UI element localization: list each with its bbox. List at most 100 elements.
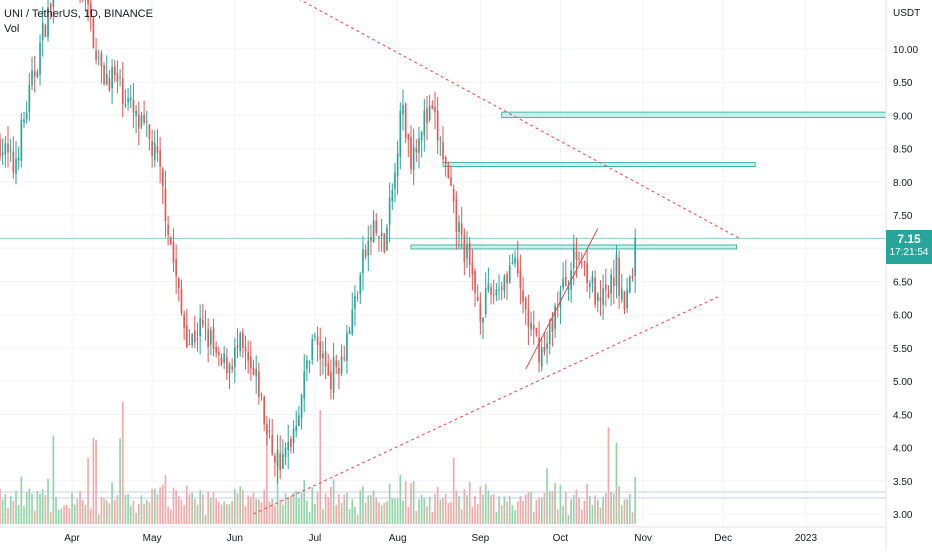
volume-bar bbox=[567, 515, 570, 524]
volume-bar bbox=[562, 505, 564, 524]
dashed-trendline[interactable] bbox=[253, 296, 719, 515]
volume-bar bbox=[148, 502, 151, 524]
dashed-trendline[interactable] bbox=[256, 0, 740, 239]
volume-bar bbox=[260, 502, 263, 524]
candle-body bbox=[300, 394, 303, 418]
volume-bar bbox=[420, 494, 423, 524]
candle-body bbox=[610, 274, 612, 294]
candle-body bbox=[28, 84, 31, 112]
volume-bar bbox=[63, 505, 65, 524]
volume-bar bbox=[564, 491, 567, 524]
candle-body bbox=[404, 103, 407, 138]
candle-body bbox=[444, 157, 447, 165]
volume-bar bbox=[314, 503, 316, 524]
x-tick-label: Jul bbox=[309, 533, 322, 544]
x-tick-label: Aug bbox=[389, 533, 407, 544]
volume-bar bbox=[554, 483, 556, 524]
volume-bar bbox=[276, 449, 279, 524]
candle-body bbox=[519, 270, 522, 289]
price-zone[interactable] bbox=[442, 162, 756, 167]
volume-bar bbox=[442, 497, 444, 524]
candle-body bbox=[378, 236, 380, 238]
candle-body bbox=[177, 278, 180, 288]
volume-bar bbox=[127, 494, 129, 524]
candle-body bbox=[540, 347, 543, 367]
volume-bar bbox=[484, 484, 487, 524]
volume-bar bbox=[343, 494, 346, 524]
candle-body bbox=[396, 153, 399, 177]
candle-body bbox=[36, 71, 39, 77]
candle-body bbox=[466, 245, 468, 259]
candle-body bbox=[308, 361, 311, 364]
volume-bar bbox=[511, 505, 514, 524]
candle-body bbox=[124, 104, 127, 107]
candle-body bbox=[148, 124, 151, 140]
volume-bar bbox=[279, 499, 282, 524]
volume-bar bbox=[330, 486, 332, 524]
volume-bar bbox=[455, 490, 458, 524]
volume-bar bbox=[522, 500, 524, 524]
volume-bar bbox=[12, 500, 15, 524]
volume-bar bbox=[335, 504, 338, 524]
candle-body bbox=[92, 17, 95, 49]
candle-body bbox=[354, 295, 356, 309]
candle-body bbox=[468, 242, 471, 265]
candle-body bbox=[343, 358, 346, 360]
volume-bar bbox=[362, 486, 364, 524]
volume-bar bbox=[290, 495, 292, 524]
volume-bar bbox=[156, 493, 159, 524]
volume-bar bbox=[607, 427, 610, 524]
candle-body bbox=[572, 247, 575, 269]
price-zone[interactable] bbox=[501, 111, 887, 118]
candle-body bbox=[143, 114, 145, 123]
volume-bar bbox=[119, 438, 121, 524]
candle-body bbox=[511, 262, 514, 264]
volume-bar bbox=[266, 427, 268, 524]
volume-bar bbox=[193, 499, 196, 524]
candle-body bbox=[450, 177, 452, 186]
candle-body bbox=[207, 328, 209, 348]
volume-bar bbox=[55, 496, 57, 524]
candle-body bbox=[119, 77, 121, 79]
solid-trendline[interactable] bbox=[525, 228, 599, 370]
candle-body bbox=[196, 338, 199, 340]
candle-body bbox=[89, 3, 92, 15]
volume-bar bbox=[356, 514, 359, 524]
candle-body bbox=[188, 344, 191, 346]
candle-body bbox=[263, 396, 266, 425]
candle-body bbox=[295, 425, 298, 432]
candle-body bbox=[495, 289, 498, 296]
candle-body bbox=[546, 343, 548, 349]
candle-body bbox=[431, 105, 434, 109]
candle-body bbox=[113, 66, 116, 75]
volume-bar bbox=[167, 506, 169, 524]
volume-bar bbox=[444, 493, 447, 524]
candle-body bbox=[47, 7, 49, 38]
volume-bar bbox=[436, 487, 439, 524]
volume-bar bbox=[452, 457, 455, 524]
candle-body bbox=[620, 288, 623, 300]
candle-body bbox=[284, 447, 287, 458]
candle-body bbox=[535, 328, 538, 335]
volume-bar bbox=[44, 495, 47, 524]
candle-body bbox=[418, 138, 420, 153]
volume-bar bbox=[359, 490, 362, 524]
volume-bar bbox=[471, 506, 474, 524]
candle-body bbox=[338, 367, 340, 375]
candle-body bbox=[127, 98, 129, 103]
volume-bar bbox=[466, 495, 468, 524]
volume-bar bbox=[218, 501, 220, 524]
candle-body bbox=[578, 258, 580, 260]
x-tick-label: May bbox=[143, 533, 162, 544]
volume-bar bbox=[236, 493, 239, 524]
candle-body bbox=[423, 110, 426, 136]
candle-body bbox=[575, 251, 578, 260]
volume-bar bbox=[535, 499, 538, 524]
volume-bar bbox=[231, 500, 234, 524]
volume-bar bbox=[532, 511, 535, 524]
candle-body bbox=[145, 121, 148, 123]
candle-body bbox=[44, 25, 47, 38]
candle-body bbox=[105, 73, 108, 85]
